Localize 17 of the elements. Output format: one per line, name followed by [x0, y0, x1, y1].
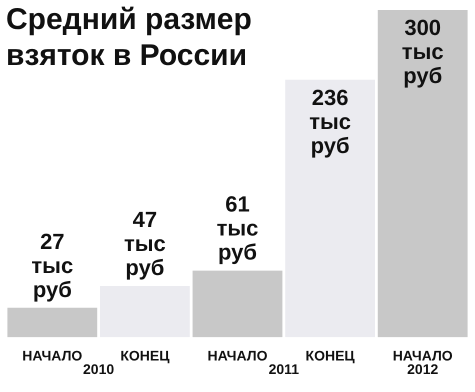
data-label: 47 тыс руб — [124, 207, 166, 280]
data-label: 300 тыс руб — [402, 15, 444, 88]
bar — [7, 308, 98, 338]
data-label: 61 тыс руб — [216, 192, 258, 265]
bar — [192, 270, 282, 338]
chart-title: Средний размер взяток в России — [6, 2, 253, 74]
data-label: 236 тыс руб — [309, 84, 352, 158]
x-tick-label: КОНЕЦ — [306, 347, 356, 364]
text: 2010 — [83, 361, 114, 378]
x-tick-label: НАЧАЛО — [392, 347, 453, 364]
bar — [378, 10, 468, 338]
data-label: 27 тыс руб — [31, 228, 74, 302]
text: 2012 — [407, 361, 438, 378]
x-tick-label: НАЧАЛО — [22, 347, 82, 364]
x-tick-label: НАЧАЛО — [208, 347, 268, 364]
text: 2011 — [268, 361, 300, 378]
x-tick-label: КОНЕЦ — [120, 347, 170, 364]
